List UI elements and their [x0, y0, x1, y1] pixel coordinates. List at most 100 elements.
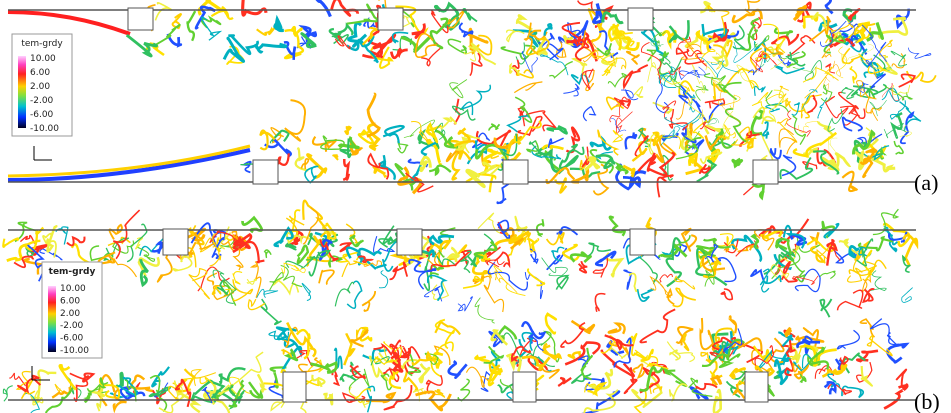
legend-tick-label: 10.00 — [30, 54, 56, 64]
vortex-streak — [614, 161, 629, 175]
vortex-streak — [582, 39, 601, 63]
vortex-streak — [246, 278, 258, 285]
vortex-streak — [857, 235, 894, 252]
vortex-streak — [654, 31, 666, 45]
vortex-streak — [646, 42, 660, 62]
vortex-streak — [286, 322, 317, 358]
vortex-streak — [877, 16, 909, 40]
vortex-streak — [824, 0, 834, 15]
legend-title: tem-grdy — [49, 267, 96, 277]
vortex-streak — [468, 42, 497, 66]
vortex-streak — [39, 247, 63, 261]
legend-b: tem-grdy 10.00 6.00 2.00 -2.00 -6.00 -10.00 — [41, 261, 103, 359]
vortex-streak — [516, 337, 537, 367]
vortex-streak — [749, 50, 778, 73]
vortex-streak — [589, 51, 615, 64]
vortex-streak — [677, 36, 692, 51]
vortex-streak — [820, 156, 840, 172]
vortex-streak — [623, 367, 638, 395]
vortex-streak — [645, 362, 669, 370]
vortex-streak — [809, 15, 832, 42]
vortex-streak — [25, 243, 35, 258]
vortex-streak — [762, 120, 770, 139]
vortex-streak — [636, 288, 655, 302]
vortex-streak — [723, 243, 738, 253]
vortex-streak — [389, 47, 408, 60]
vortex-streak — [482, 275, 505, 313]
vortex-streak — [545, 167, 576, 185]
vortex-streak — [570, 319, 596, 335]
vortex-streak — [241, 160, 252, 174]
vortex-streak — [414, 32, 437, 58]
vortex-streak — [515, 42, 527, 65]
vortex-streak — [747, 29, 758, 41]
vortex-streak — [887, 231, 908, 243]
vortex-streak — [672, 287, 696, 308]
vortex-streak — [535, 219, 545, 238]
vortex-streak — [704, 243, 719, 263]
vortex-streak — [566, 35, 582, 47]
vortex-streak — [579, 155, 589, 171]
vortex-streak — [859, 147, 878, 166]
vortex-streak — [281, 348, 293, 358]
vortex-streak — [334, 35, 351, 50]
vortex-streak — [598, 30, 619, 59]
vortex-streak — [382, 367, 400, 383]
vortex-streak — [13, 255, 35, 269]
vortex-streak — [597, 129, 620, 156]
vortex-streak — [613, 96, 631, 110]
vortex-streak — [836, 289, 864, 311]
vortex-streak — [675, 144, 699, 160]
vortex-streak — [585, 69, 595, 92]
vortex-streak — [425, 121, 442, 144]
vortex-streak — [793, 353, 813, 372]
vortex-streak — [567, 22, 581, 40]
vortex-streak — [306, 153, 328, 180]
vortex-streak — [702, 117, 720, 125]
vortex-streak — [680, 39, 700, 60]
vortex-streak — [546, 247, 568, 271]
vortex-streak — [839, 355, 849, 370]
vortex-streak — [527, 110, 557, 132]
vortex-streak — [584, 156, 601, 172]
vortex-streak — [701, 338, 746, 368]
vortex-streak — [459, 84, 492, 116]
vortex-streak — [458, 22, 474, 38]
vortex-streak — [596, 43, 613, 57]
vortex-streak — [308, 249, 332, 277]
vortex-streak — [349, 138, 364, 156]
vortex-streak — [228, 379, 245, 408]
vortex-streak — [561, 243, 581, 262]
vortex-streak — [751, 16, 762, 41]
vortex-streak — [658, 51, 670, 76]
vortex-streak — [771, 33, 800, 47]
legend-tick-label: -2.00 — [60, 321, 84, 331]
vortex-streak — [378, 154, 396, 181]
vortex-streak — [760, 229, 783, 240]
vortex-streak — [691, 64, 705, 94]
vortex-streak — [633, 390, 647, 413]
vortex-streak — [865, 41, 887, 68]
vortex-streak — [696, 159, 718, 183]
vortex-streak — [649, 275, 671, 298]
vortex-streak — [526, 140, 539, 153]
vortex-streak — [893, 140, 904, 155]
vortex-streak — [709, 374, 723, 386]
vortex-streak — [107, 236, 131, 247]
vortex-streak — [563, 83, 580, 97]
vortex-streak — [561, 21, 590, 62]
vortex-streak — [356, 38, 379, 64]
vortex-streak — [703, 73, 726, 87]
flow-field-b — [2, 199, 919, 413]
vortex-streak — [623, 269, 633, 290]
obstacle — [252, 159, 279, 185]
vortex-streak — [284, 99, 307, 142]
vortex-streak — [327, 233, 339, 248]
vortex-streak — [218, 367, 246, 385]
vortex-streak — [706, 30, 740, 50]
vortex-streak — [434, 129, 459, 149]
vortex-streak — [285, 215, 305, 233]
vortex-streak — [755, 50, 768, 62]
vortex-streak — [424, 352, 439, 365]
vortex-streak — [339, 138, 352, 159]
